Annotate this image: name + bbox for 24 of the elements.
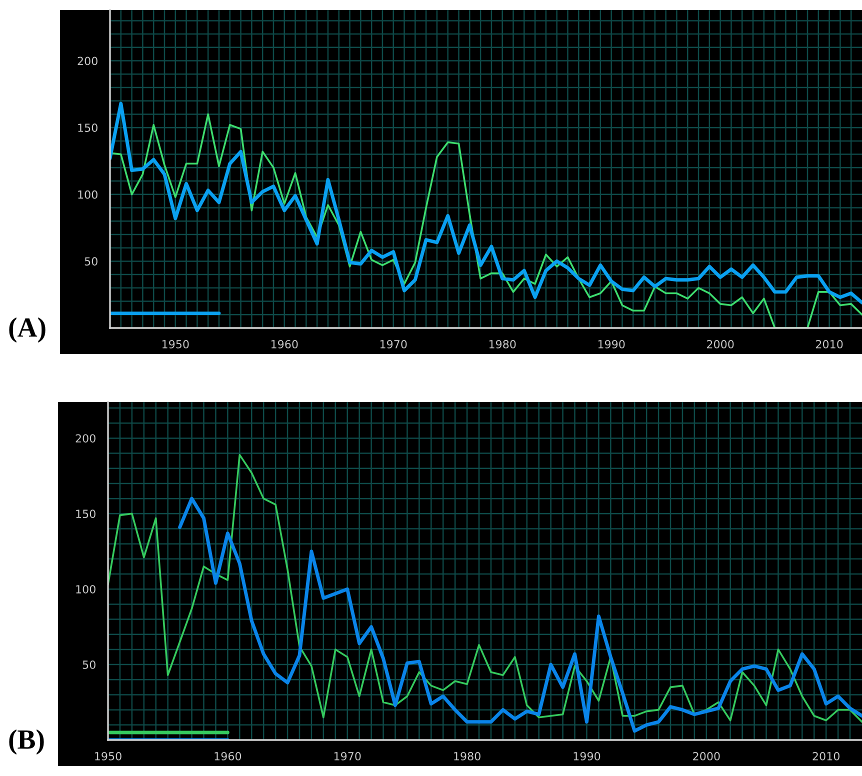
x-tick-label: 2010 bbox=[812, 752, 840, 760]
text: (B) bbox=[9, 729, 44, 755]
x-tick-label: 1970 bbox=[334, 752, 361, 760]
x-tick-label: 1990 bbox=[598, 340, 625, 348]
x-tick-label: 1970 bbox=[380, 340, 407, 348]
y-tick-label: 50 bbox=[84, 257, 98, 266]
x-tick-label: 2010 bbox=[816, 340, 843, 348]
x-tick-label: 2000 bbox=[693, 752, 720, 760]
x-tick-label: 1980 bbox=[454, 752, 480, 760]
text: (A) bbox=[9, 317, 46, 343]
y-tick-label: 150 bbox=[78, 124, 98, 132]
x-tick-label: 1960 bbox=[214, 752, 242, 760]
y-tick-label: 150 bbox=[76, 510, 96, 518]
y-tick-label: 200 bbox=[76, 434, 96, 443]
x-tick-label: 1950 bbox=[95, 752, 122, 760]
x-tick-label: 2000 bbox=[706, 340, 734, 348]
x-tick-label: 1990 bbox=[574, 752, 600, 760]
x-tick-label: 1950 bbox=[162, 340, 189, 348]
y-tick-label: 100 bbox=[78, 190, 98, 199]
x-tick-label: 1960 bbox=[271, 340, 298, 348]
x-tick-label: 1980 bbox=[489, 340, 516, 348]
y-tick-label: 50 bbox=[82, 660, 96, 669]
y-tick-label: 200 bbox=[78, 56, 98, 66]
y-tick-label: 100 bbox=[76, 585, 96, 594]
